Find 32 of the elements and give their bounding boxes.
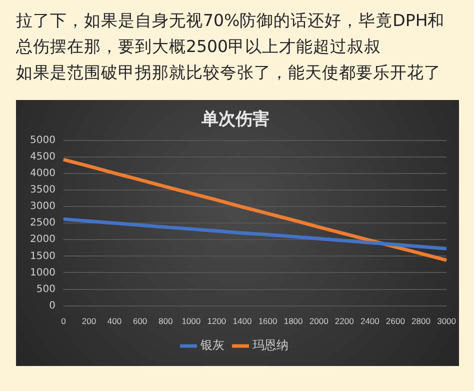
y-tick-label: 5000 xyxy=(30,134,56,146)
y-tick-label: 3500 xyxy=(30,184,56,196)
x-tick-label: 1600 xyxy=(258,316,278,326)
legend-label: 银灰 xyxy=(200,338,224,352)
y-tick-label: 1000 xyxy=(30,267,56,278)
x-tick-label: 800 xyxy=(158,316,173,326)
x-tick-label: 1800 xyxy=(284,316,304,326)
y-tick-label: 2500 xyxy=(30,218,56,229)
x-tick-label: 2800 xyxy=(412,316,431,326)
x-tick-label: 1000 xyxy=(182,316,201,326)
y-tick-label: 4500 xyxy=(30,152,56,163)
x-tick-label: 0 xyxy=(61,316,66,326)
x-tick-label: 1400 xyxy=(232,316,252,326)
y-tick-label: 0 xyxy=(49,300,56,312)
y-tick-label: 2000 xyxy=(30,234,56,246)
x-tick-label: 200 xyxy=(82,316,96,326)
text: 如果是范围破甲拐那就比较夸张了，能天使都要乐开花了 xyxy=(16,62,442,84)
y-tick-label: 500 xyxy=(36,284,56,295)
x-tick-label: 2200 xyxy=(334,316,354,326)
x-tick-label: 2400 xyxy=(360,316,380,326)
x-tick-label: 3000 xyxy=(437,316,456,326)
x-tick-label: 1200 xyxy=(207,316,226,326)
x-tick-label: 600 xyxy=(132,316,148,326)
legend-label: 玛恩纳 xyxy=(252,338,288,352)
y-tick-label: 3000 xyxy=(30,201,56,212)
text: 拉了下，如果是自身无视70%防御的话还好，毕竟DPH和总伤摆在那，要到大概2500甲以上才能超过叔叔 xyxy=(16,10,446,58)
y-tick-label: 4000 xyxy=(30,168,56,180)
x-tick-label: 400 xyxy=(107,316,122,326)
x-tick-label: 2000 xyxy=(309,316,329,326)
y-tick-label: 1500 xyxy=(30,250,56,262)
chart-title: 单次伤害 xyxy=(200,110,270,130)
x-tick-label: 2600 xyxy=(386,316,406,326)
